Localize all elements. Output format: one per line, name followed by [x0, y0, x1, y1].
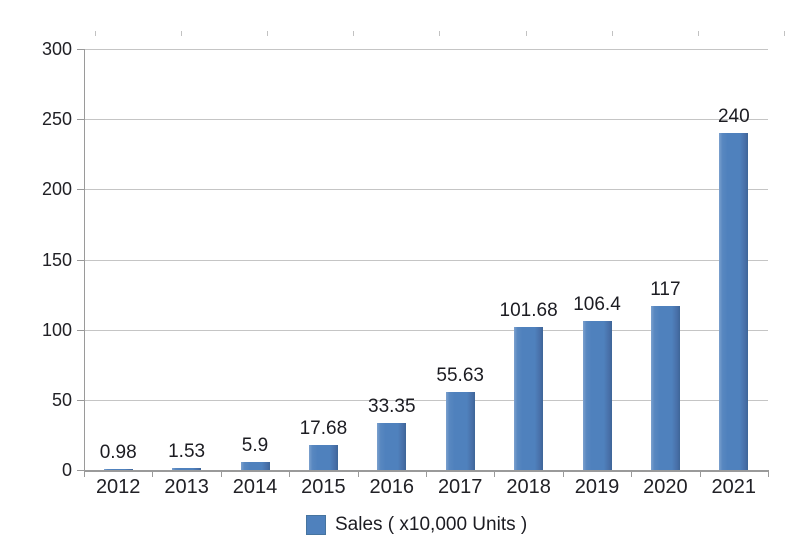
y-axis-label: 300	[41, 39, 72, 59]
x-axis-tick	[494, 472, 496, 477]
x-axis	[84, 470, 769, 472]
top-axis-tick	[611, 31, 613, 36]
bar-value-label-2016: 33.35	[368, 396, 416, 418]
bar-value-label-2019: 106.4	[573, 293, 621, 315]
x-axis-category-label-2021: 2021	[711, 476, 757, 498]
bar-value-label-2018: 101.68	[499, 300, 558, 322]
bar-value-label-2021: 240	[717, 106, 750, 128]
x-axis-category-label-2018: 2018	[506, 476, 551, 498]
bar-2015	[308, 445, 338, 470]
x-axis-tick	[152, 472, 154, 477]
bar-2014	[240, 461, 270, 470]
gridline-200	[84, 189, 768, 191]
bar-2013	[172, 467, 202, 470]
top-axis-tick	[439, 31, 441, 36]
x-axis-tick	[289, 472, 291, 477]
legend-label: Sales ( x10,000 Units )	[335, 514, 528, 535]
gridline-150	[84, 259, 768, 261]
x-axis-tick	[768, 472, 769, 477]
y-axis-label: 0	[61, 460, 72, 480]
y-axis-tick	[77, 119, 84, 121]
x-axis-category-label-2019: 2019	[574, 476, 620, 498]
y-axis-label: 250	[41, 109, 72, 130]
x-axis-tick	[220, 472, 222, 477]
y-axis-tick	[77, 470, 84, 471]
bar-2021	[719, 133, 749, 470]
top-axis-tick	[353, 31, 355, 36]
gridline-50	[84, 399, 768, 401]
bar-2017	[445, 391, 475, 470]
gridline-100	[84, 329, 768, 331]
x-axis-category-label-2015: 2015	[301, 476, 346, 498]
bar-value-label-2012: 0.98	[99, 441, 137, 463]
legend-swatch-icon	[306, 515, 326, 535]
x-axis-category-label-2012: 2012	[95, 476, 141, 498]
bar-value-label-2017: 55.63	[436, 364, 484, 386]
y-axis-label: 100	[41, 319, 72, 340]
x-axis-tick	[426, 472, 427, 477]
top-axis-tick	[525, 31, 527, 36]
bar-value-label-2015: 17.68	[299, 418, 348, 440]
gridline-250	[84, 119, 768, 121]
x-axis-category-label-2013: 2013	[164, 476, 209, 498]
y-axis-tick	[77, 329, 84, 331]
y-axis-label: 200	[41, 179, 72, 200]
y-axis-tick	[77, 399, 84, 401]
y-axis-label: 150	[41, 249, 72, 270]
bar-2016	[377, 423, 407, 470]
top-axis-tick	[181, 31, 183, 36]
x-axis-category-label-2014: 2014	[232, 476, 278, 498]
x-axis-category-label-2017: 2017	[437, 476, 483, 498]
x-axis-category-label-2016: 2016	[369, 476, 415, 498]
bar-value-label-2014: 5.9	[241, 434, 269, 456]
y-axis-label: 50	[51, 389, 72, 410]
top-axis-tick	[783, 31, 785, 36]
bar-2012	[103, 468, 133, 470]
y-axis-tick	[77, 259, 84, 261]
bar-2019	[582, 320, 612, 470]
x-axis-category-label-2020: 2020	[643, 476, 688, 498]
bar-value-label-2013: 1.53	[168, 440, 206, 462]
top-axis-tick	[267, 31, 269, 36]
y-axis-tick	[77, 49, 84, 50]
gridline-300	[84, 49, 768, 50]
y-axis-tick	[77, 189, 84, 191]
x-axis-tick	[84, 472, 85, 477]
x-axis-tick	[699, 472, 701, 477]
x-axis-tick	[562, 472, 564, 477]
x-axis-tick	[357, 472, 359, 477]
bar-2020	[650, 305, 680, 470]
top-axis-tick	[95, 31, 96, 36]
y-axis	[84, 49, 85, 470]
bar-value-label-2020: 117	[650, 278, 681, 300]
x-axis-tick	[631, 472, 633, 477]
legend: Sales ( x10,000 Units )	[306, 513, 527, 537]
top-axis-tick	[697, 31, 699, 36]
bar-2018	[514, 327, 544, 470]
